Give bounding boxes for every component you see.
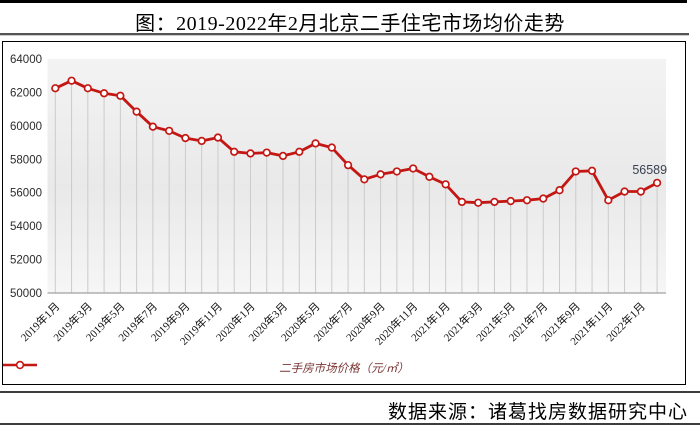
data-point-marker xyxy=(441,180,450,189)
data-point-marker xyxy=(327,143,336,152)
legend-label: 二手房市场价格（元/㎡） xyxy=(279,363,409,375)
data-point-marker xyxy=(132,107,141,116)
data-point-marker xyxy=(181,133,190,143)
title-underline xyxy=(0,33,689,36)
data-point-marker xyxy=(148,122,158,131)
footer-top-line xyxy=(0,391,700,393)
data-point-marker xyxy=(230,147,239,156)
data-point-marker xyxy=(116,91,125,100)
data-point-marker xyxy=(360,175,369,184)
data-point-marker xyxy=(522,196,532,205)
data-point-marker xyxy=(587,166,597,175)
y-axis-label: 52000 xyxy=(10,255,42,267)
legend-marker-icon xyxy=(3,360,37,370)
data-point-marker xyxy=(51,84,60,93)
data-point-marker xyxy=(506,196,515,206)
legend: 二手房市场价格（元/㎡） xyxy=(3,360,685,376)
data-point-marker xyxy=(652,178,662,188)
data-point-marker xyxy=(295,147,304,156)
data-point-marker xyxy=(490,197,499,207)
data-point-marker xyxy=(636,187,645,196)
data-point-marker xyxy=(213,133,223,142)
data-point-marker xyxy=(539,194,548,203)
data-point-marker xyxy=(99,89,109,98)
price-trend-chart: 50000 52000 54000 56000 58000 60000 62000 64000… xyxy=(10,54,667,348)
data-source-text: 数据来源：诸葛找房数据研究中心 xyxy=(387,402,688,423)
data-point-marker xyxy=(571,167,580,176)
data-point-marker xyxy=(165,126,174,136)
last-point-value-label: 56589 xyxy=(632,163,667,177)
y-axis-label: 50000 xyxy=(10,288,42,300)
data-point-marker xyxy=(278,151,288,161)
data-point-marker xyxy=(408,164,418,173)
chart-panel: 50000 52000 54000 56000 58000 60000 62000 64000… xyxy=(2,41,686,385)
data-point-marker xyxy=(67,76,76,85)
data-point-marker xyxy=(604,196,613,205)
plot-area xyxy=(47,59,666,293)
footer-bottom-line xyxy=(0,423,700,425)
data-point-marker xyxy=(311,139,320,148)
data-point-marker xyxy=(392,167,402,176)
data-point-marker xyxy=(457,197,467,207)
page-title: 图：2019-2022年2月北京二手住宅市场均价走势 xyxy=(135,13,565,35)
data-point-marker xyxy=(474,198,483,207)
data-point-marker xyxy=(246,149,255,158)
top-border-line xyxy=(0,0,687,3)
data-point-marker xyxy=(197,136,206,146)
data-point-marker xyxy=(343,160,353,170)
y-axis-label: 58000 xyxy=(10,154,42,166)
y-axis-label: 64000 xyxy=(10,54,42,66)
data-point-marker xyxy=(262,148,271,157)
y-axis-label: 62000 xyxy=(10,87,42,99)
y-axis-label: 56000 xyxy=(10,188,42,200)
y-axis-label: 54000 xyxy=(10,221,42,233)
data-point-marker xyxy=(620,187,629,196)
y-axis-label: 60000 xyxy=(10,121,42,133)
data-point-marker xyxy=(425,172,434,181)
data-point-marker xyxy=(83,84,92,93)
data-point-marker xyxy=(376,170,385,179)
data-point-marker xyxy=(555,186,564,195)
